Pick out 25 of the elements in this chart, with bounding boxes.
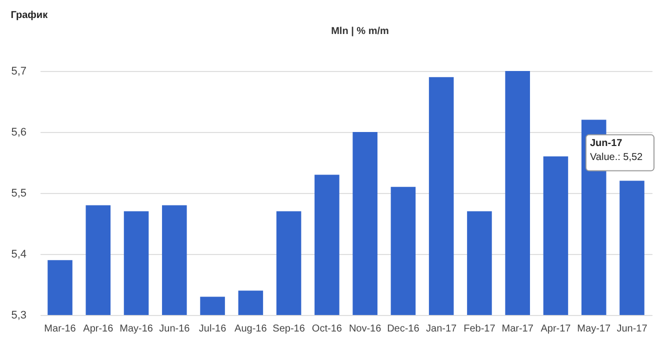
- y-tick-label: 5,6: [11, 126, 26, 138]
- text: Mln | % m/m: [331, 26, 390, 37]
- x-tick-label: Mar-17: [502, 324, 534, 334]
- x-tick-label: Apr-16: [83, 324, 114, 334]
- annotation: Value.: 5,52: [590, 152, 644, 163]
- x-tick-label: Mar-16: [44, 324, 76, 334]
- x-tick-label: Jun-16: [159, 324, 190, 334]
- x-tick-label: Aug-16: [234, 324, 268, 334]
- annotation: Jun-17: [590, 138, 623, 149]
- x-tick-label: Oct-16: [312, 324, 342, 334]
- y-tick-label: 5,7: [11, 66, 26, 78]
- x-tick-label: Jan-17: [426, 324, 458, 334]
- chart-title: График: [10, 10, 49, 21]
- x-tick-label: Apr-17: [540, 324, 572, 334]
- x-tick-label: May-16: [120, 324, 154, 334]
- x-tick-label: Jun-17: [616, 324, 648, 334]
- y-tick-label: 5,4: [11, 248, 26, 260]
- x-tick-label: Dec-16: [387, 324, 420, 334]
- x-tick-label: Jul-16: [198, 324, 227, 334]
- x-tick-label: Nov-16: [348, 324, 382, 334]
- x-tick-label: Sep-16: [272, 324, 306, 334]
- x-tick-label: Feb-17: [464, 324, 496, 334]
- x-tick-label: May-17: [577, 324, 611, 334]
- y-tick-label: 5,5: [11, 188, 26, 200]
- y-tick-label: 5,3: [11, 310, 26, 322]
